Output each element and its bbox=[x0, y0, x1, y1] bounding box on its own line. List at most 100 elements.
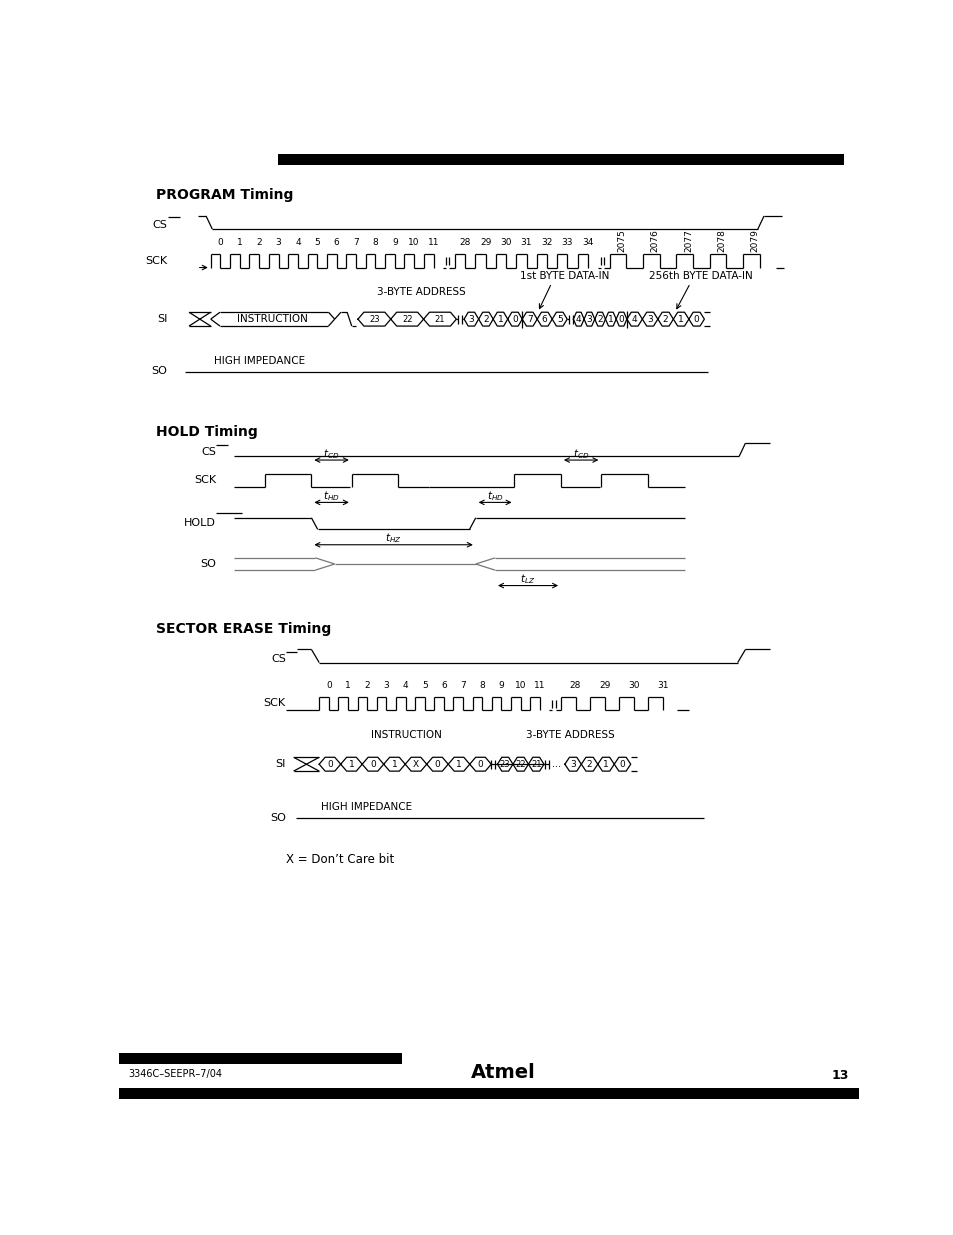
Text: SCK: SCK bbox=[145, 256, 167, 266]
Text: SO: SO bbox=[200, 559, 216, 569]
Text: SI: SI bbox=[156, 314, 167, 324]
Text: X: X bbox=[413, 760, 418, 768]
Text: CS: CS bbox=[152, 220, 167, 230]
Text: 3: 3 bbox=[383, 680, 389, 689]
Text: 5: 5 bbox=[557, 315, 562, 324]
Text: 0: 0 bbox=[693, 315, 699, 324]
Text: 11: 11 bbox=[427, 238, 438, 247]
Text: 22: 22 bbox=[401, 315, 412, 324]
Text: 2: 2 bbox=[482, 315, 488, 324]
Bar bbox=[119, 1088, 858, 1099]
Text: HIGH IMPEDANCE: HIGH IMPEDANCE bbox=[320, 802, 412, 811]
Text: 31: 31 bbox=[657, 680, 668, 689]
Text: 30: 30 bbox=[627, 680, 639, 689]
Text: 0: 0 bbox=[512, 315, 517, 324]
Text: 2: 2 bbox=[662, 315, 668, 324]
Text: 3: 3 bbox=[586, 315, 592, 324]
Text: 30: 30 bbox=[499, 238, 511, 247]
Text: SCK: SCK bbox=[263, 698, 286, 709]
Text: 0: 0 bbox=[619, 760, 625, 768]
Text: $t_{CD}$: $t_{CD}$ bbox=[573, 447, 589, 461]
Text: 0: 0 bbox=[477, 760, 483, 768]
Text: 23: 23 bbox=[369, 315, 379, 324]
Text: ...: ... bbox=[551, 760, 560, 769]
Bar bbox=[119, 1053, 402, 1063]
Text: SI: SI bbox=[275, 760, 286, 769]
Text: 8: 8 bbox=[372, 238, 378, 247]
Text: HIGH IMPEDANCE: HIGH IMPEDANCE bbox=[213, 356, 305, 366]
Text: CS: CS bbox=[201, 447, 216, 457]
Text: 9: 9 bbox=[392, 238, 397, 247]
Text: 4: 4 bbox=[631, 315, 637, 324]
Text: INSTRUCTION: INSTRUCTION bbox=[370, 730, 441, 740]
Text: 2078: 2078 bbox=[717, 230, 725, 252]
Text: 21: 21 bbox=[435, 315, 445, 324]
Text: 6: 6 bbox=[334, 238, 339, 247]
Text: 4: 4 bbox=[576, 315, 581, 324]
Text: 0: 0 bbox=[370, 760, 375, 768]
Text: $t_{CD}$: $t_{CD}$ bbox=[323, 447, 339, 461]
Text: $t_{HD}$: $t_{HD}$ bbox=[323, 489, 339, 503]
Text: 2: 2 bbox=[597, 315, 602, 324]
Text: SCK: SCK bbox=[193, 475, 216, 485]
Text: 0: 0 bbox=[618, 315, 624, 324]
Text: 1: 1 bbox=[497, 315, 503, 324]
Text: 1: 1 bbox=[391, 760, 397, 768]
Text: X = Don’t Care bit: X = Don’t Care bit bbox=[286, 852, 394, 866]
Text: 29: 29 bbox=[598, 680, 610, 689]
Text: 8: 8 bbox=[478, 680, 485, 689]
Text: 4: 4 bbox=[294, 238, 300, 247]
Text: $t_{LZ}$: $t_{LZ}$ bbox=[520, 573, 535, 587]
Text: 0: 0 bbox=[217, 238, 223, 247]
Text: HOLD Timing: HOLD Timing bbox=[156, 425, 258, 440]
Text: 2: 2 bbox=[256, 238, 262, 247]
Text: 0: 0 bbox=[326, 680, 332, 689]
Text: 13: 13 bbox=[831, 1070, 848, 1082]
Text: 2: 2 bbox=[364, 680, 370, 689]
Text: SECTOR ERASE Timing: SECTOR ERASE Timing bbox=[156, 621, 332, 636]
Text: 7: 7 bbox=[526, 315, 532, 324]
Text: 3: 3 bbox=[646, 315, 652, 324]
Text: 2076: 2076 bbox=[650, 230, 659, 252]
Text: 21: 21 bbox=[531, 760, 541, 768]
Text: 6: 6 bbox=[440, 680, 446, 689]
Text: 5: 5 bbox=[421, 680, 427, 689]
Text: $t_{HD}$: $t_{HD}$ bbox=[486, 489, 503, 503]
Text: 22: 22 bbox=[515, 760, 525, 768]
Text: INSTRUCTION: INSTRUCTION bbox=[237, 314, 308, 324]
Text: 34: 34 bbox=[581, 238, 593, 247]
Text: 256th BYTE DATA-IN: 256th BYTE DATA-IN bbox=[648, 272, 752, 282]
Text: HOLD: HOLD bbox=[184, 519, 216, 529]
Text: 23: 23 bbox=[499, 760, 510, 768]
Text: 33: 33 bbox=[561, 238, 573, 247]
Text: 3346C–SEEPR–7/04: 3346C–SEEPR–7/04 bbox=[129, 1070, 222, 1079]
Text: 1: 1 bbox=[236, 238, 242, 247]
Text: 9: 9 bbox=[498, 680, 504, 689]
Text: 1: 1 bbox=[348, 760, 354, 768]
Text: 0: 0 bbox=[435, 760, 440, 768]
Text: 2079: 2079 bbox=[750, 230, 759, 252]
Text: 3: 3 bbox=[468, 315, 474, 324]
Text: 28: 28 bbox=[459, 238, 470, 247]
Text: 2: 2 bbox=[586, 760, 592, 768]
Text: 6: 6 bbox=[541, 315, 547, 324]
Text: 29: 29 bbox=[479, 238, 491, 247]
Text: 31: 31 bbox=[520, 238, 532, 247]
Text: 3: 3 bbox=[570, 760, 576, 768]
Text: 1: 1 bbox=[678, 315, 683, 324]
Text: 2077: 2077 bbox=[683, 230, 693, 252]
Text: 32: 32 bbox=[540, 238, 552, 247]
Text: 1st BYTE DATA-IN: 1st BYTE DATA-IN bbox=[519, 272, 609, 282]
Text: 4: 4 bbox=[402, 680, 408, 689]
Text: 5: 5 bbox=[314, 238, 320, 247]
Text: 7: 7 bbox=[353, 238, 358, 247]
Text: SO: SO bbox=[152, 367, 167, 377]
Text: 1: 1 bbox=[456, 760, 461, 768]
Text: 3: 3 bbox=[275, 238, 281, 247]
Text: 10: 10 bbox=[515, 680, 526, 689]
Text: CS: CS bbox=[271, 653, 286, 663]
Text: 3-BYTE ADDRESS: 3-BYTE ADDRESS bbox=[525, 730, 614, 740]
Text: 1: 1 bbox=[345, 680, 351, 689]
Text: 7: 7 bbox=[459, 680, 465, 689]
Text: 2075: 2075 bbox=[617, 230, 626, 252]
